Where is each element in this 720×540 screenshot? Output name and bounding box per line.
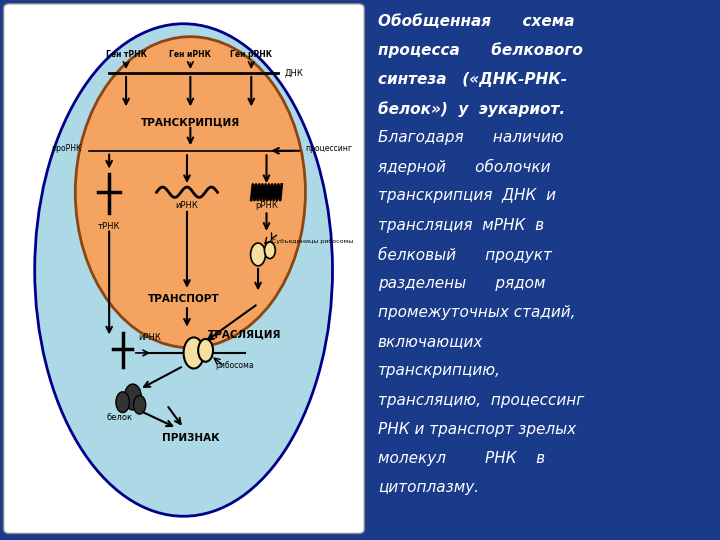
Text: Субъединицы рибосомы: Субъединицы рибосомы: [271, 239, 353, 244]
Circle shape: [184, 338, 204, 368]
Text: трансляцию,  процессинг: трансляцию, процессинг: [378, 393, 584, 408]
Text: Ген рРНК: Ген рРНК: [230, 50, 272, 59]
Text: синтеза   («ДНК-РНК-: синтеза («ДНК-РНК-: [378, 72, 567, 87]
Circle shape: [133, 395, 145, 414]
Text: ТРАНСПОРТ: ТРАНСПОРТ: [148, 294, 220, 303]
Text: транскрипцию,: транскрипцию,: [378, 363, 501, 379]
Ellipse shape: [76, 37, 305, 348]
Text: ПРИЗНАК: ПРИЗНАК: [161, 434, 219, 443]
Text: процесса      белкового: процесса белкового: [378, 43, 582, 58]
Text: иРНК: иРНК: [138, 333, 161, 342]
Circle shape: [198, 339, 213, 362]
Text: Обобщенная      схема: Обобщенная схема: [378, 14, 575, 29]
Text: транскрипция  ДНК  и: транскрипция ДНК и: [378, 188, 556, 204]
Circle shape: [264, 242, 275, 259]
Text: тРНК: тРНК: [98, 221, 120, 231]
Text: ТРАНСКРИПЦИЯ: ТРАНСКРИПЦИЯ: [140, 117, 240, 127]
Text: разделены      рядом: разделены рядом: [378, 276, 545, 291]
Text: проРНК: проРНК: [52, 144, 82, 153]
Text: ТРАСЛЯЦИЯ: ТРАСЛЯЦИЯ: [208, 330, 282, 340]
Text: белок»)  у  эукариот.: белок») у эукариот.: [378, 101, 565, 117]
Text: белковый      продукт: белковый продукт: [378, 247, 552, 263]
Ellipse shape: [35, 24, 333, 516]
Text: белок: белок: [107, 413, 132, 422]
Text: ядерной      оболочки: ядерной оболочки: [378, 159, 550, 176]
Text: Ген тРНК: Ген тРНК: [106, 50, 146, 59]
Text: РНК и транспорт зрелых: РНК и транспорт зрелых: [378, 422, 576, 437]
Text: Благодаря      наличию: Благодаря наличию: [378, 130, 564, 145]
Circle shape: [125, 384, 141, 410]
Text: иРНК: иРНК: [176, 201, 199, 210]
Text: Ген иРНК: Ген иРНК: [169, 50, 211, 59]
Text: рибосома: рибосома: [215, 361, 253, 370]
Text: молекул        РНК    в: молекул РНК в: [378, 451, 545, 466]
Text: промежуточных стадий,: промежуточных стадий,: [378, 305, 575, 320]
Circle shape: [116, 392, 130, 413]
Text: процессинг: процессинг: [305, 144, 352, 153]
Text: цитоплазму.: цитоплазму.: [378, 480, 479, 495]
Text: ДНК: ДНК: [285, 69, 304, 78]
Circle shape: [251, 243, 266, 266]
Text: трансляция  мРНК  в: трансляция мРНК в: [378, 218, 544, 233]
Text: включающих: включающих: [378, 334, 483, 349]
Text: рРНК: рРНК: [255, 201, 278, 210]
